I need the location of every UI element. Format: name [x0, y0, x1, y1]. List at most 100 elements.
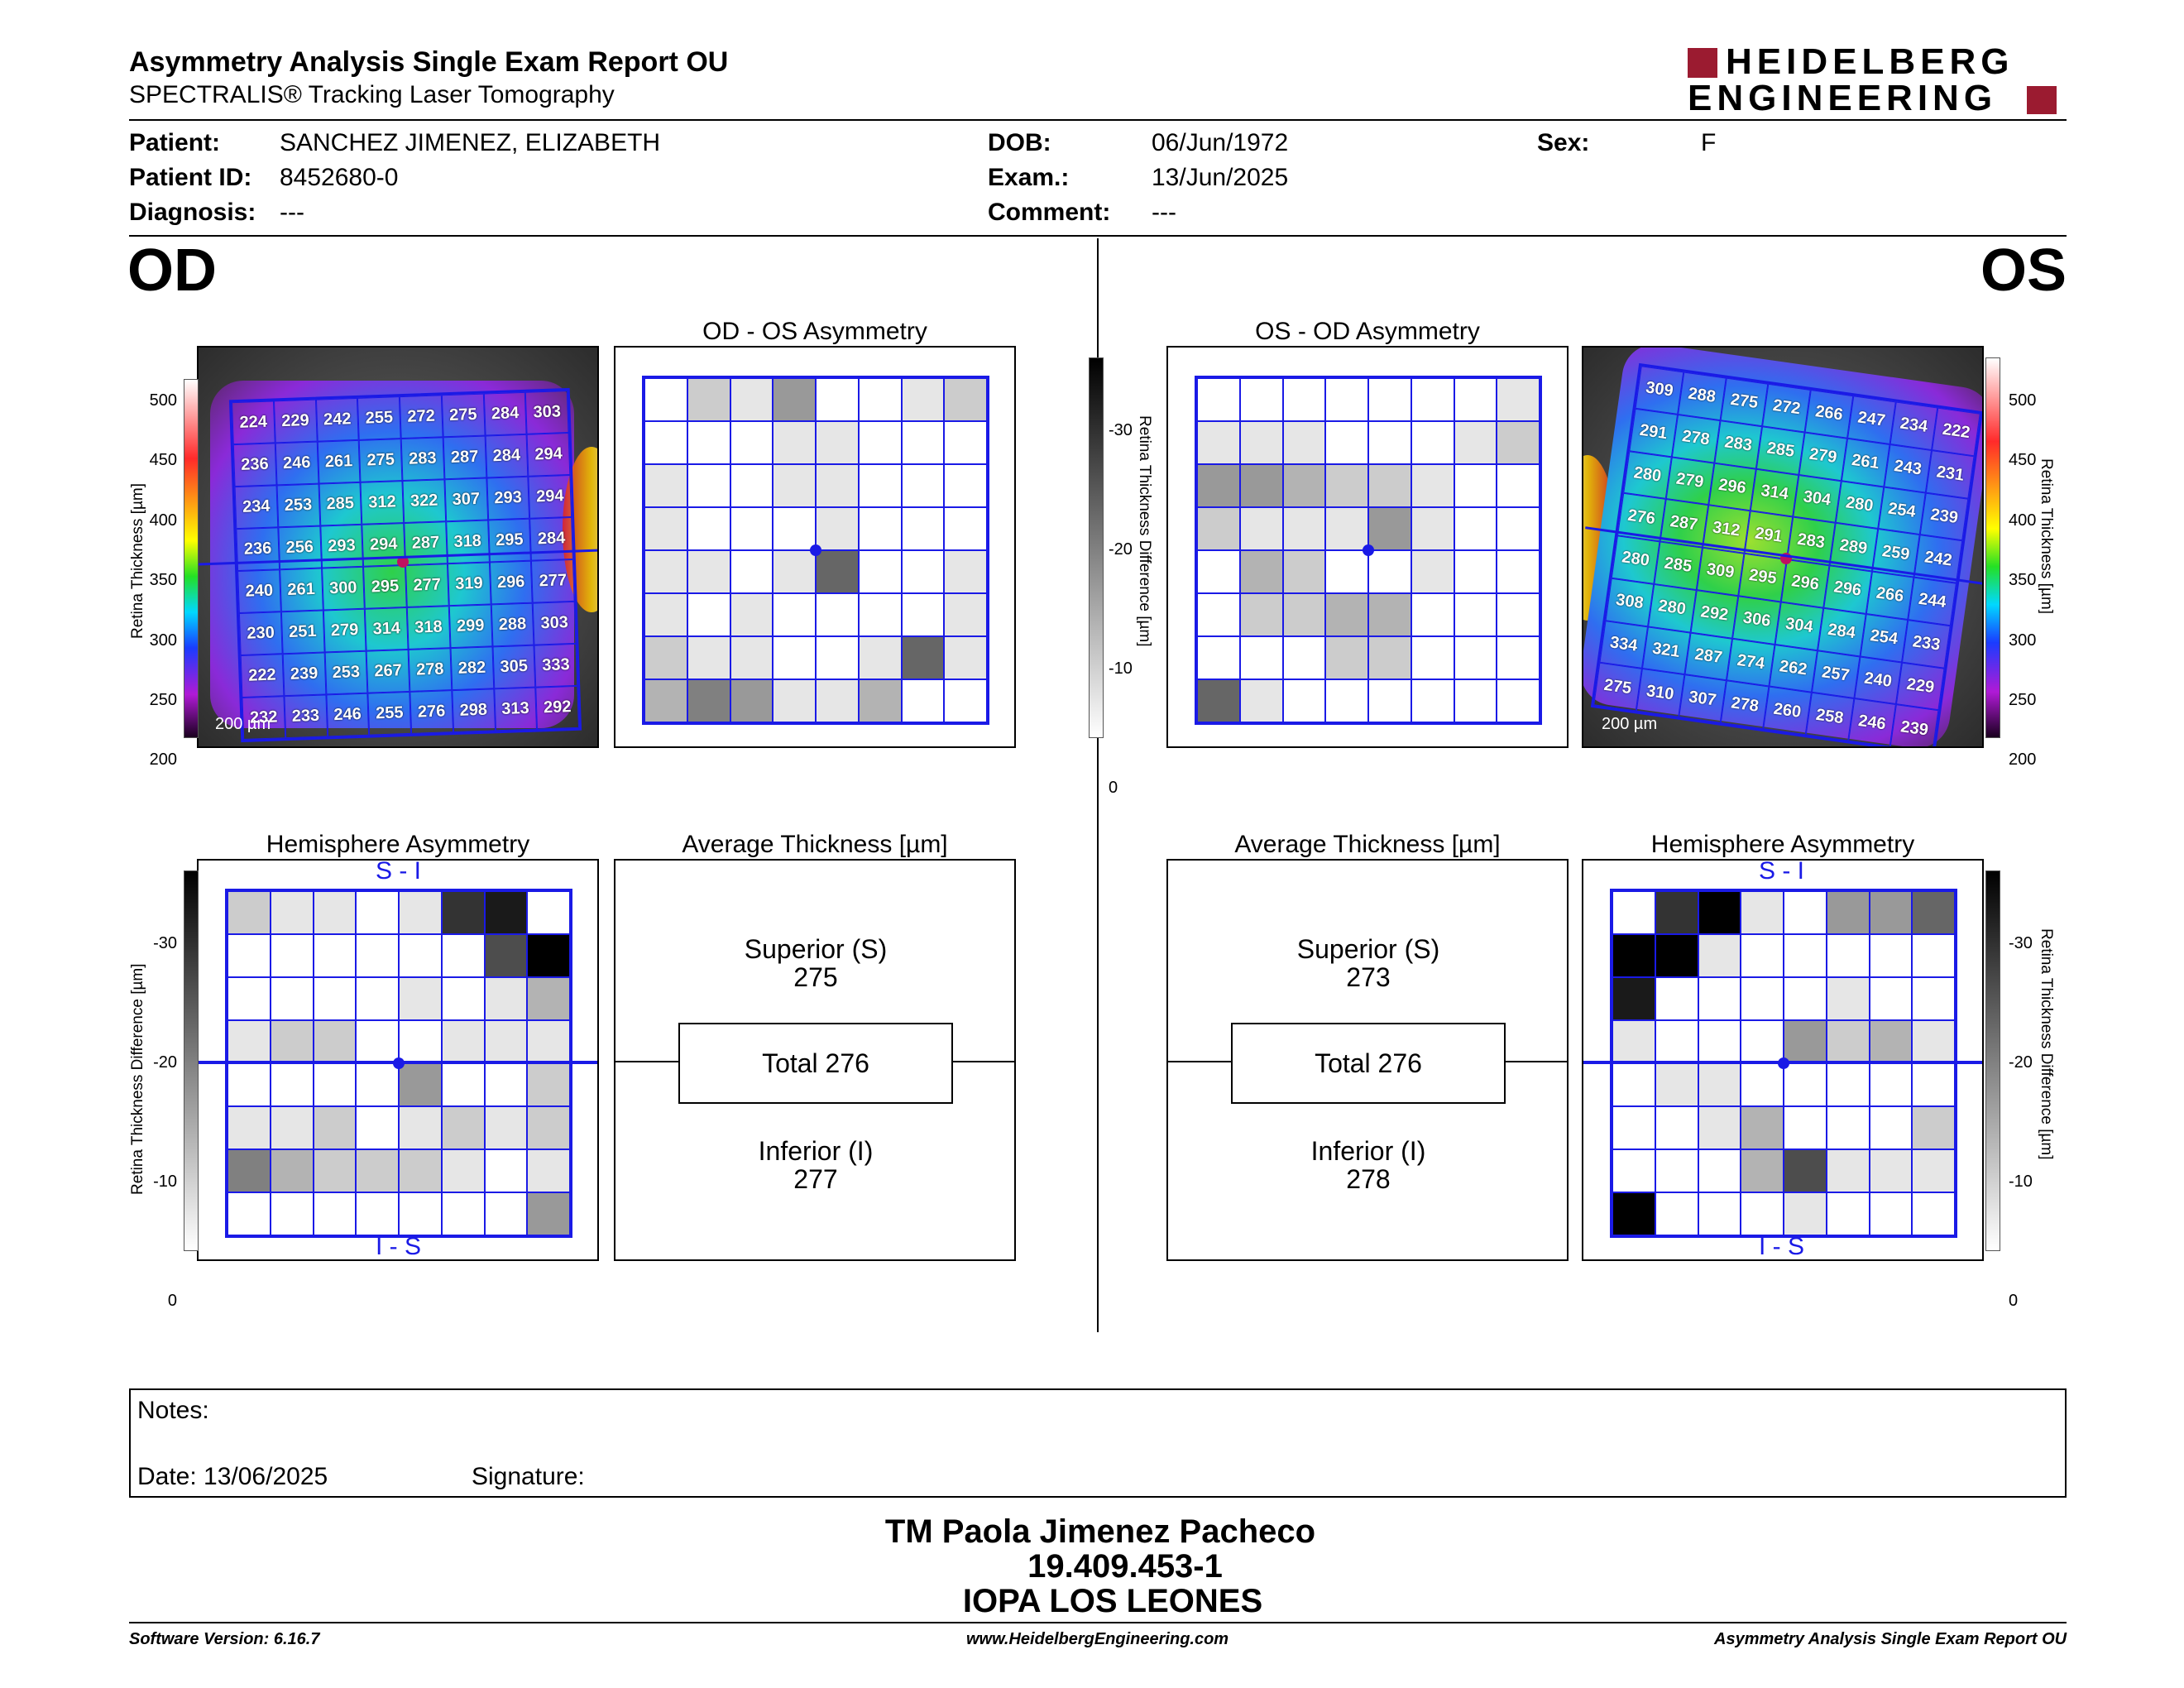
od-hemi-cell — [484, 1106, 528, 1149]
os-thickness-cell: 278 — [1720, 680, 1770, 729]
od-thickness-cell: 322 — [402, 479, 446, 524]
os-asym-cell — [1282, 679, 1326, 722]
diff-colorbar-top — [1089, 357, 1104, 738]
os-asym-cell — [1497, 464, 1540, 507]
os-asym-cell — [1282, 636, 1326, 679]
os-asym-cell — [1197, 679, 1240, 722]
signature-label: Signature: — [472, 1463, 585, 1490]
os-hemi-cell — [1698, 1149, 1741, 1192]
os-hemi-cell — [1912, 1149, 1955, 1192]
od-hemi-cell — [270, 1063, 314, 1106]
os-hemi-cell — [1912, 1192, 1955, 1235]
od-thickness-cell: 277 — [531, 559, 575, 603]
os-thickness-cell: 243 — [1883, 444, 1933, 493]
od-thickness-cell: 261 — [317, 439, 361, 484]
od-hemi-cell — [399, 1192, 442, 1235]
od-thickness-cell: 255 — [367, 691, 412, 736]
od-hemi-cell — [441, 1106, 485, 1149]
patient-id-label: Patient ID: — [129, 164, 252, 191]
os-asym-cell — [1239, 550, 1283, 593]
od-hemi-cell — [313, 1063, 357, 1106]
os-thickness-cell: 280 — [1623, 450, 1672, 500]
os-asym-panel — [1166, 346, 1569, 748]
od-si-label: S - I — [376, 857, 422, 885]
od-hemi-cell — [313, 1020, 357, 1063]
od-asym-cell — [901, 421, 945, 464]
od-asym-cell — [901, 679, 945, 722]
os-asym-cell — [1410, 507, 1454, 550]
od-hemi-cell — [313, 1149, 357, 1192]
od-thickness-cell: 303 — [532, 601, 577, 645]
od-asym-cell — [944, 593, 987, 636]
os-asym-cell — [1454, 378, 1497, 421]
os-hemi-cell — [1826, 1149, 1870, 1192]
os-avg-panel: Superior (S) 273 Total 276 Inferior (I) … — [1166, 859, 1569, 1261]
os-hemi-cell — [1741, 1063, 1784, 1106]
od-asym-cell — [858, 378, 902, 421]
od-hemi-cell — [399, 934, 442, 977]
os-hemi-cell — [1784, 1149, 1827, 1192]
od-thickness-cell: 293 — [319, 524, 364, 568]
os-thickness-cell: 254 — [1877, 486, 1927, 535]
od-hemi-cell — [356, 1020, 399, 1063]
os-hemi-title: Hemisphere Asymmetry — [1650, 831, 1915, 858]
od-thickness-cell: 284 — [485, 434, 529, 478]
dob-label: DOB: — [988, 129, 1051, 156]
os-inferior-value: 278 — [1346, 1164, 1391, 1194]
od-asym-cell — [730, 679, 774, 722]
od-hemi-cell — [270, 1192, 314, 1235]
os-asym-cell — [1410, 421, 1454, 464]
os-hemi-cell — [1912, 891, 1955, 934]
os-thickness-cell: 285 — [1756, 426, 1805, 475]
os-superior-label: Superior (S) — [1296, 934, 1440, 964]
od-thickness-cell: 307 — [444, 477, 488, 522]
od-thickness-cell: 255 — [357, 396, 401, 440]
od-asym-cell — [687, 679, 730, 722]
os-thickness-cell: 285 — [1654, 541, 1703, 590]
website-link[interactable]: www.HeidelbergEngineering.com — [966, 1630, 1229, 1648]
os-hemi-colorbar — [1985, 870, 2000, 1251]
os-thickness-cell: 234 — [1889, 401, 1938, 450]
od-fovea-marker — [397, 556, 409, 568]
comment-value: --- — [1152, 199, 1176, 226]
od-asym-cell — [944, 421, 987, 464]
od-thickness-cell: 275 — [441, 393, 486, 438]
od-asym-cell — [816, 550, 859, 593]
os-thickness-cell: 310 — [1636, 669, 1684, 717]
header-rule — [129, 119, 2067, 121]
logo-line2: ENGINEERING — [1688, 78, 1998, 118]
signature-stamp: TM Paola Jimenez Pacheco 19.409.453-1 IO… — [745, 1514, 1456, 1618]
od-asym-cell — [816, 378, 859, 421]
os-eye-label: OS — [1980, 237, 2067, 304]
os-asym-cell — [1282, 507, 1326, 550]
os-hemi-cell — [1784, 934, 1827, 977]
os-thickness-cell: 261 — [1841, 438, 1890, 487]
od-hemi-title: Hemisphere Asymmetry — [266, 831, 530, 858]
od-asym-cell — [858, 550, 902, 593]
dob-value: 06/Jun/1972 — [1152, 129, 1289, 156]
od-hemi-cell — [356, 934, 399, 977]
od-hemi-cell — [313, 891, 357, 934]
od-asym-cell — [858, 421, 902, 464]
od-hemi-cell — [441, 1192, 485, 1235]
od-hemi-cell — [270, 1020, 314, 1063]
od-asym-cell — [944, 550, 987, 593]
od-hemi-grid — [225, 889, 572, 1238]
os-thickness-colorbar — [1985, 357, 2000, 738]
sex-value: F — [1701, 129, 1717, 156]
od-asym-cell — [644, 421, 687, 464]
od-asym-cell — [644, 679, 687, 722]
os-hemi-cell — [1612, 1149, 1655, 1192]
heidelberg-logo: HEIDELBERG ENGINEERING — [1688, 43, 2068, 117]
os-hemi-cell — [1655, 977, 1698, 1020]
od-thickness-colorbar — [184, 379, 199, 738]
od-asym-cell — [687, 421, 730, 464]
os-asym-cell — [1497, 507, 1540, 550]
os-asym-cell — [1239, 636, 1283, 679]
os-asym-cell — [1325, 378, 1368, 421]
os-asym-cell — [1368, 679, 1411, 722]
os-asym-cell — [1325, 636, 1368, 679]
od-thickness-map: 224 229 242 255 272 275 284 303 236 246 261 275 283 2… — [197, 346, 599, 748]
od-hemi-cell — [527, 977, 570, 1020]
os-asym-center — [1363, 544, 1374, 556]
